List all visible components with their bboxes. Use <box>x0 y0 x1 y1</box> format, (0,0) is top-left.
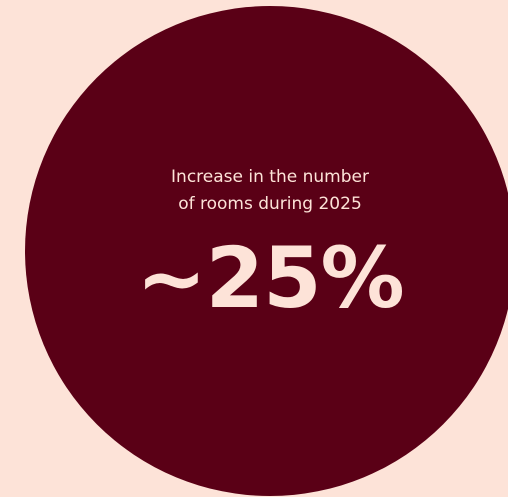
stat-caption: Increase in the number of rooms during 2… <box>90 164 450 218</box>
stat-value: ~25% <box>136 229 404 327</box>
stat-circle <box>25 6 508 496</box>
stat-caption-line-2: of rooms during 2025 <box>178 194 362 214</box>
stat-caption-line-1: Increase in the number <box>171 167 369 187</box>
